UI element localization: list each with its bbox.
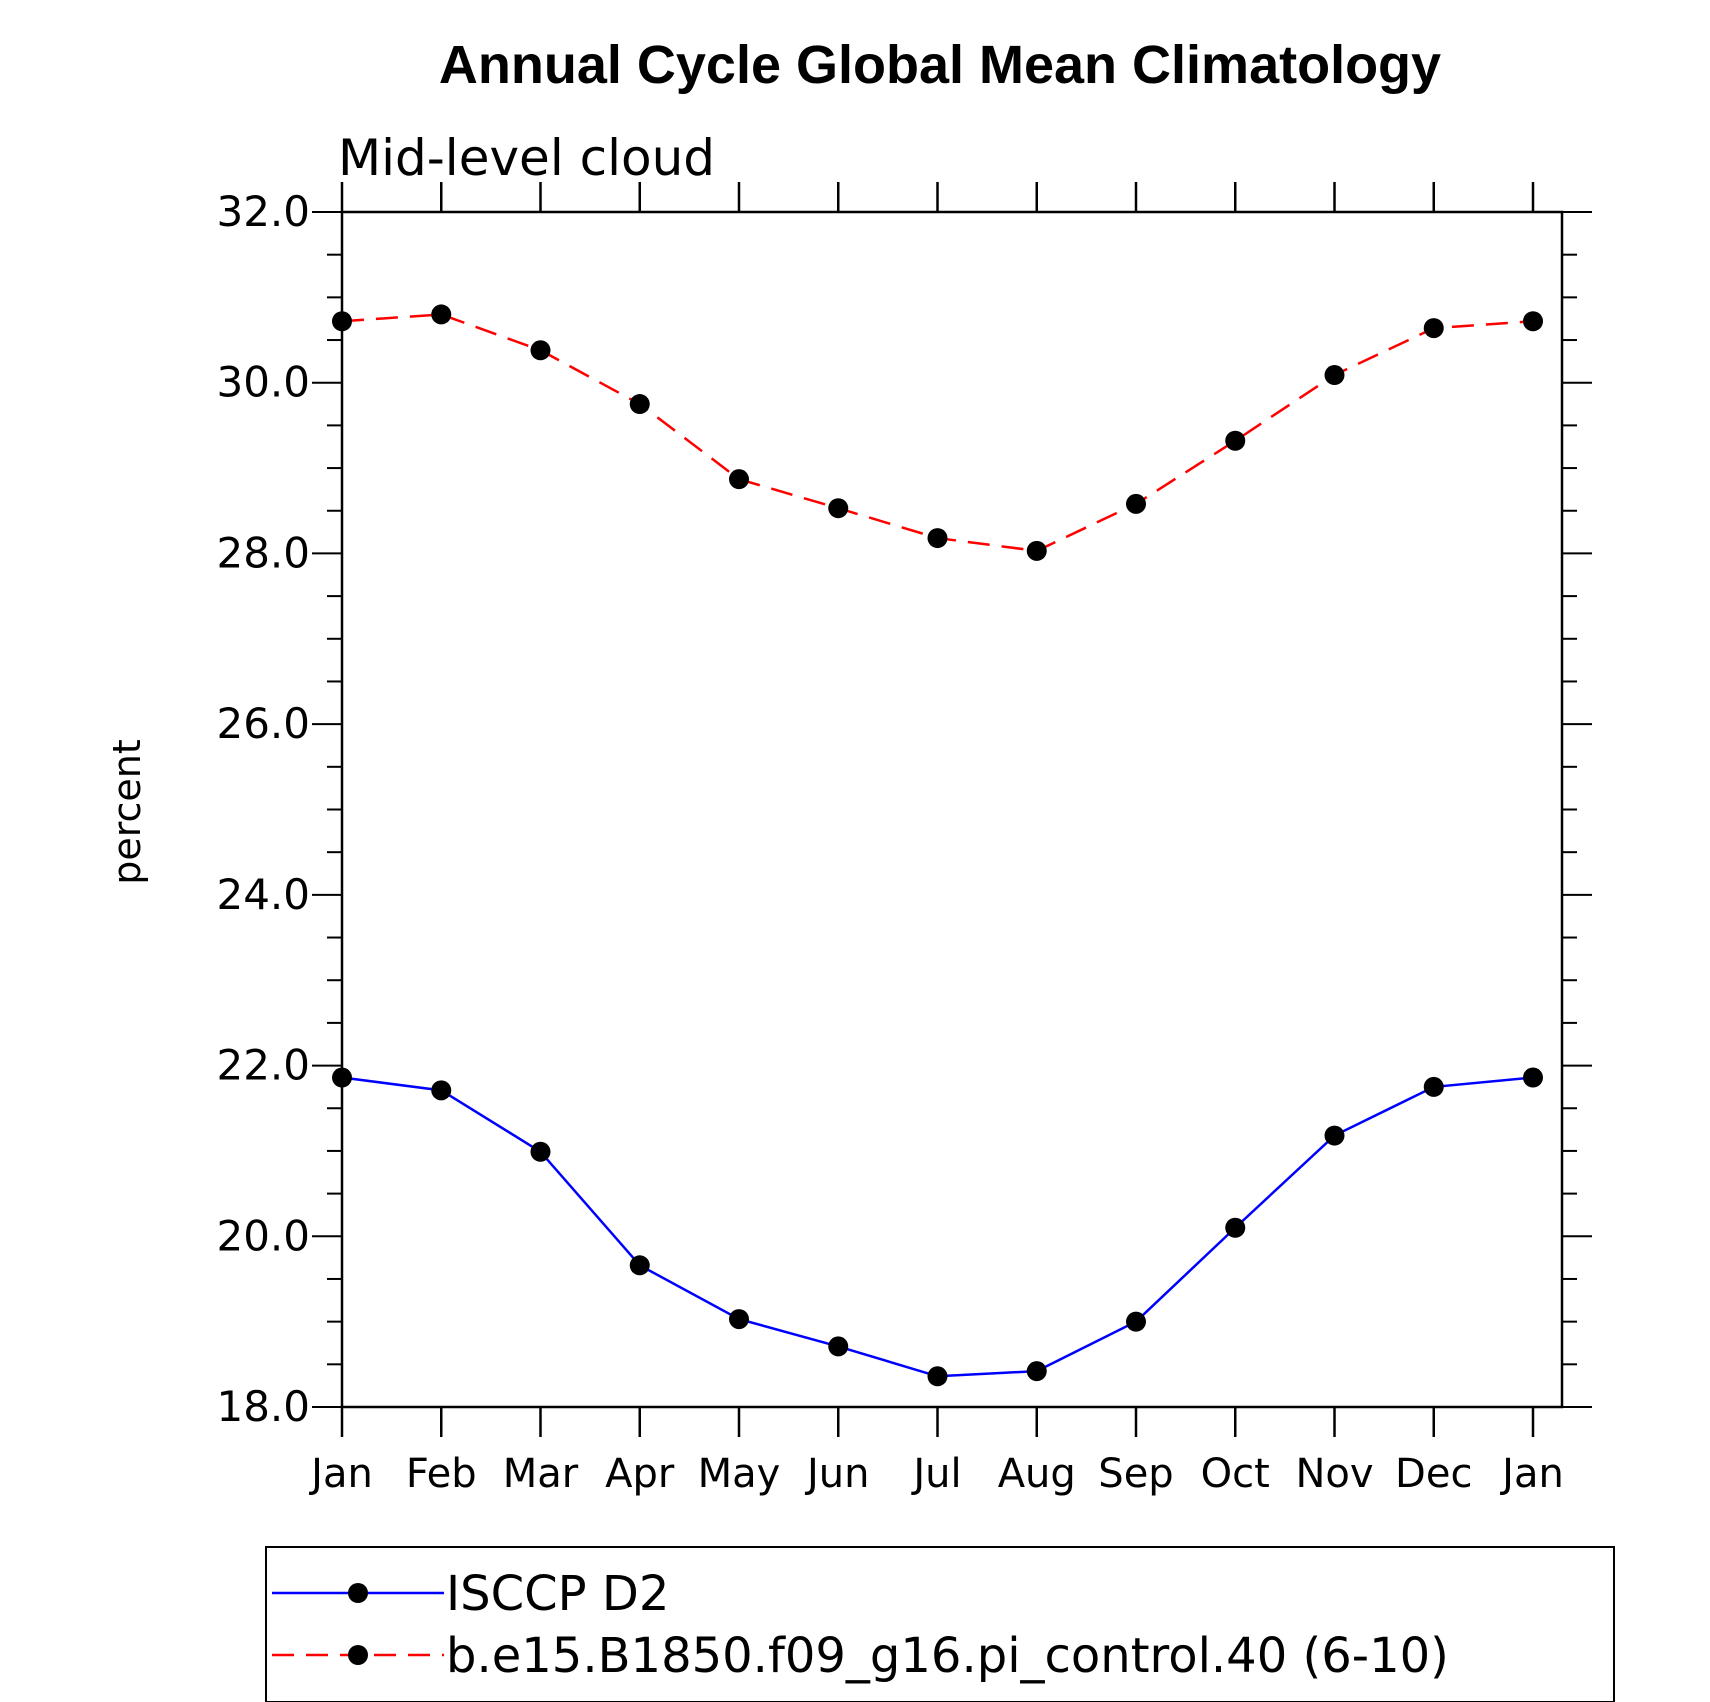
data-point (1523, 1067, 1543, 1088)
x-tick-label: Jul (910, 1451, 961, 1497)
legend-marker (348, 1645, 368, 1665)
data-point (629, 394, 650, 415)
x-tick-label: Aug (998, 1451, 1076, 1497)
axes: 18.0 20.0 22.0 24.0 26.0 28.0 30.0 32.0 Jan Feb Ma… (216, 182, 1592, 1497)
data-point (629, 1255, 650, 1276)
data-point (1324, 365, 1345, 386)
x-tick-label: Apr (605, 1451, 675, 1497)
series-1 (332, 1067, 1543, 1387)
series-line (341, 1076, 1534, 1378)
data-point (1324, 1125, 1345, 1146)
series-2 (332, 304, 1543, 561)
y-tick-label: 18.0 (216, 1382, 310, 1431)
data-point (729, 1309, 749, 1330)
legend-box (265, 1546, 1615, 1702)
y-tick-label: 26.0 (216, 699, 310, 748)
y-tick-label: 22.0 (216, 1041, 310, 1090)
legend-label: b.e15.B1850.f09_g16.pi_control.40 (6-10) (446, 1628, 1449, 1684)
data-point (1026, 1361, 1047, 1382)
data-point (332, 311, 352, 332)
legend-label: ISCCP D2 (446, 1566, 669, 1622)
y-axis-label: percent (105, 739, 149, 885)
data-point (431, 1080, 452, 1101)
data-point (431, 304, 452, 325)
series-layer (332, 304, 1543, 1387)
data-point (828, 1336, 849, 1357)
plot-frame (340, 210, 1564, 1409)
x-tick-label: Nov (1295, 1451, 1373, 1497)
chart-subtitle: Mid-level cloud (338, 129, 715, 187)
data-point (1126, 493, 1146, 514)
x-tick-label: Mar (503, 1451, 579, 1497)
x-tick-label: Sep (1098, 1451, 1173, 1497)
data-point (530, 1141, 551, 1162)
data-point (1126, 1311, 1146, 1332)
data-point (1225, 1217, 1246, 1238)
x-tick-label: Feb (406, 1451, 477, 1497)
data-point (1423, 1076, 1444, 1097)
x-tick-label: Jan (308, 1451, 373, 1497)
data-point (729, 469, 749, 490)
data-point (1026, 540, 1047, 561)
x-tick-label: Dec (1395, 1451, 1472, 1497)
x-tick-label: Oct (1201, 1451, 1270, 1497)
data-point (1423, 318, 1444, 339)
chart-title: Annual Cycle Global Mean Climatology (439, 35, 1441, 95)
x-tick-label: Jun (804, 1451, 870, 1497)
data-point (332, 1067, 352, 1088)
legend: ISCCP D2 b.e15.B1850.f09_g16.pi_control.4… (265, 1546, 1615, 1702)
data-point (1225, 430, 1246, 451)
y-tick-label: 24.0 (216, 870, 310, 919)
x-tick-label: May (698, 1451, 781, 1497)
series-line (341, 313, 1534, 553)
data-point (927, 1366, 948, 1387)
y-tick-label: 32.0 (216, 187, 310, 236)
x-tick-label: Jan (1499, 1451, 1564, 1497)
data-point (828, 498, 849, 519)
legend-marker (348, 1583, 368, 1603)
data-point (927, 528, 948, 549)
data-point (530, 340, 551, 361)
data-point (1523, 311, 1543, 332)
y-tick-label: 30.0 (216, 358, 310, 407)
y-tick-label: 20.0 (216, 1211, 310, 1260)
y-tick-label: 28.0 (216, 528, 310, 577)
